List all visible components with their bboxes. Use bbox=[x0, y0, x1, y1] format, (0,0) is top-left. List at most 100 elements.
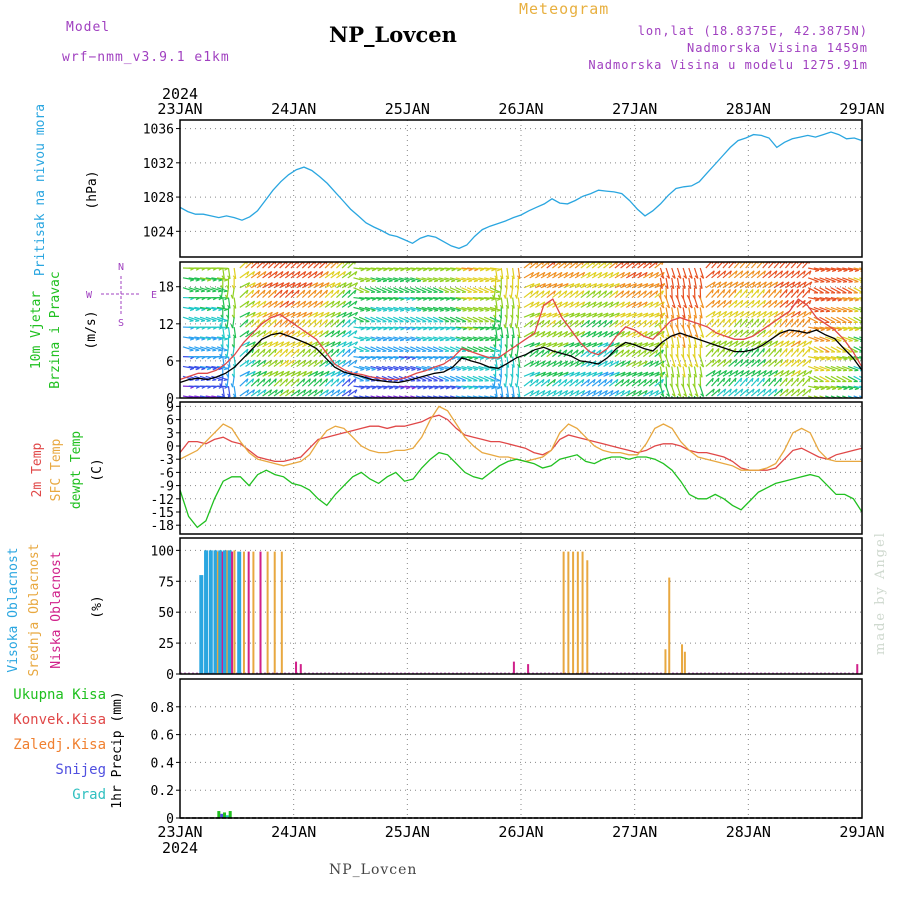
wind-arrow bbox=[250, 271, 261, 279]
wind-arrow-head bbox=[433, 339, 439, 342]
wind-arrow bbox=[802, 388, 812, 397]
wind-arrow-head bbox=[536, 290, 539, 295]
wind-arrow bbox=[824, 316, 836, 323]
wind-arrow bbox=[302, 389, 312, 397]
wind-arrow-head bbox=[269, 300, 273, 305]
wind-arrow bbox=[404, 296, 416, 300]
wind-arrow bbox=[484, 336, 495, 341]
wind-arrow-head bbox=[729, 281, 733, 286]
bottom-date-label: 25JAN bbox=[385, 823, 430, 841]
wind-arrow-head bbox=[298, 341, 302, 346]
wind-arrow bbox=[785, 310, 796, 318]
wind-arrow-head bbox=[842, 310, 848, 313]
wind-arrow bbox=[302, 300, 312, 308]
wind-arrow-head bbox=[729, 300, 732, 305]
wind-arrow-head bbox=[682, 373, 686, 378]
wind-arrow-head bbox=[496, 368, 501, 371]
wind-arrow-head bbox=[275, 370, 279, 375]
wind-arrow bbox=[699, 385, 705, 397]
wind-arrow-head bbox=[751, 262, 754, 264]
wind-arrow-head bbox=[400, 399, 404, 400]
wind-arrow-head bbox=[677, 393, 682, 398]
low-cloud-ylabel: Niska Oblacnost bbox=[49, 551, 64, 668]
wind-arrow-head bbox=[286, 330, 290, 335]
wind-arrow bbox=[841, 316, 853, 323]
wind-arrow-head bbox=[688, 275, 693, 279]
wind-arrow-head bbox=[445, 339, 450, 342]
wind-arrow bbox=[688, 356, 693, 368]
wind-arrow-head bbox=[314, 271, 318, 276]
wind-arrow-head bbox=[621, 349, 625, 354]
wind-arrow bbox=[296, 289, 306, 298]
wind-arrow bbox=[819, 346, 830, 353]
wind-arrow-head bbox=[559, 272, 563, 277]
wind-arrow bbox=[552, 342, 563, 348]
wind-arrow bbox=[569, 283, 580, 289]
wind-arrow-head bbox=[246, 341, 251, 346]
wind-arrow-head bbox=[825, 310, 830, 313]
wind-arrow bbox=[745, 270, 755, 279]
wind-arrow bbox=[376, 277, 388, 282]
wind-arrow-head bbox=[808, 270, 812, 275]
wind-arrow-head bbox=[541, 262, 545, 266]
wind-arrow bbox=[493, 376, 497, 388]
wind-arrow bbox=[415, 287, 427, 293]
wind-arrow bbox=[239, 348, 249, 358]
wind-arrow-head bbox=[627, 290, 630, 295]
wind-arrow bbox=[182, 277, 194, 281]
wind-arrow bbox=[671, 385, 676, 397]
wind-arrow bbox=[569, 319, 579, 328]
wind-arrow-head bbox=[303, 282, 307, 287]
wind-arrow-head bbox=[802, 262, 805, 264]
wind-arrow-head bbox=[342, 378, 346, 383]
pressure-unit: (hPa) bbox=[85, 170, 100, 209]
wind-ylabel-2: Brzina i Pravac bbox=[48, 271, 63, 388]
wind-arrow-head bbox=[422, 280, 427, 283]
wind-arrow bbox=[762, 348, 771, 358]
wind-arrow bbox=[341, 262, 350, 269]
wind-arrow bbox=[205, 306, 217, 310]
wind-arrow bbox=[842, 277, 853, 283]
cloud-panel bbox=[179, 537, 863, 675]
wind-arrow-head bbox=[729, 370, 733, 375]
wind-arrow-head bbox=[740, 359, 744, 364]
wind-arrow-head bbox=[665, 314, 669, 319]
wind-arrow-head bbox=[331, 319, 334, 324]
wind-arrow-head bbox=[758, 311, 762, 316]
wind-arrow-head bbox=[644, 272, 648, 277]
wind-arrow-head bbox=[796, 262, 799, 264]
wind-arrow bbox=[273, 348, 283, 358]
wind-arrow bbox=[256, 289, 266, 298]
footer-station: NP_Lovcen bbox=[329, 862, 418, 878]
wind-arrow-head bbox=[758, 370, 762, 375]
wind-arrow-head bbox=[723, 270, 727, 275]
wind-arrow-head bbox=[564, 379, 568, 384]
wind-arrow-head bbox=[786, 388, 789, 393]
wind-arrow-head bbox=[711, 348, 714, 353]
wind-arrow bbox=[194, 277, 206, 281]
wind-arrow bbox=[756, 329, 766, 338]
wind-arrow bbox=[603, 290, 613, 299]
wind-arrow bbox=[359, 336, 370, 341]
wind-arrow bbox=[359, 296, 371, 300]
wind-arrow-head bbox=[406, 399, 410, 400]
wind-arrow bbox=[284, 262, 293, 269]
wind-arrow bbox=[250, 370, 262, 377]
wind-arrow-head bbox=[734, 318, 737, 323]
wind-arrow bbox=[603, 349, 613, 358]
wind-arrow-head bbox=[682, 344, 686, 349]
wind-arrow bbox=[807, 336, 819, 342]
wind-arrow-head bbox=[474, 399, 478, 400]
wind-arrow bbox=[853, 365, 862, 371]
wind-arrow bbox=[762, 288, 771, 298]
wind-arrow-head bbox=[485, 280, 490, 283]
wind-arrow bbox=[341, 359, 352, 367]
wind-arrow-head bbox=[399, 309, 405, 312]
wind-arrow bbox=[410, 326, 422, 330]
wind-arrow-head bbox=[280, 289, 283, 295]
wind-arrow bbox=[296, 300, 307, 308]
wind-arrow bbox=[302, 359, 312, 367]
wind-arrow bbox=[410, 336, 422, 341]
wind-arrow-head bbox=[769, 270, 772, 275]
wind-arrow-head bbox=[274, 319, 277, 324]
